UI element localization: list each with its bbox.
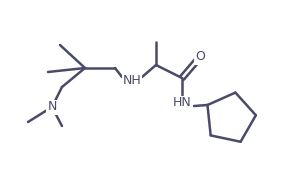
Text: O: O [195, 50, 205, 64]
Text: HN: HN [173, 97, 191, 109]
Text: N: N [47, 101, 57, 113]
Text: NH: NH [123, 73, 142, 86]
